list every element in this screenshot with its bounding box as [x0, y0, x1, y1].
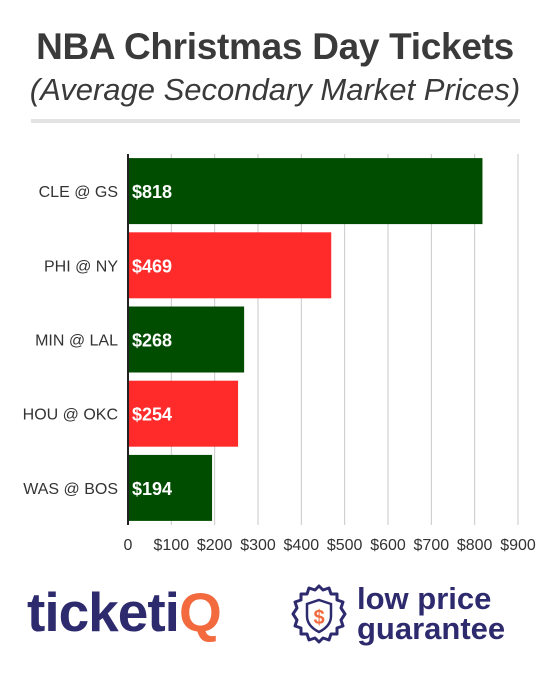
category-label: WAS @ BOS — [23, 481, 118, 498]
ticketiq-logo: ticketiQ — [27, 580, 222, 644]
bar-value-label: $194 — [132, 479, 172, 499]
x-tick-label: $600 — [370, 537, 406, 554]
bar — [128, 232, 332, 299]
bar — [128, 306, 245, 373]
x-tick-label: $500 — [327, 537, 363, 554]
bar — [128, 158, 483, 225]
chart-title: NBA Christmas Day Tickets — [36, 26, 514, 67]
bar-chart: CLE @ GS $818 PHI @ NY $469 MIN @ LAL $268 HOU… — [23, 154, 536, 554]
ticketiq-logo-q: Q — [178, 581, 222, 643]
bar-value-label: $818 — [132, 182, 172, 202]
category-label: PHI @ NY — [44, 258, 118, 275]
shield-dollar-icon: $ — [291, 584, 347, 644]
x-tick-label: $700 — [414, 537, 450, 554]
footer-logos: ticketiQ $ low price guarantee — [0, 570, 550, 650]
ticketiq-logo-text: ticketiQ — [27, 581, 222, 643]
x-tick-label: $300 — [240, 537, 276, 554]
bar-value-label: $254 — [132, 405, 172, 425]
badge-dollar-sign: $ — [313, 607, 324, 629]
x-tick-label: $100 — [154, 537, 190, 554]
bar — [128, 380, 239, 447]
bar-value-label: $268 — [132, 331, 172, 351]
category-label: HOU @ OKC — [23, 407, 118, 424]
bar — [128, 454, 213, 521]
category-label: CLE @ GS — [39, 184, 118, 201]
low-price-guarantee-text: low price guarantee — [357, 581, 506, 646]
category-label: MIN @ LAL — [35, 333, 118, 350]
title-divider — [31, 119, 520, 123]
chart-subtitle: (Average Secondary Market Prices) — [29, 72, 521, 107]
guarantee-line-1: low price — [357, 581, 492, 616]
guarantee-line-2: guarantee — [357, 611, 506, 646]
bar-value-label: $469 — [132, 256, 172, 276]
x-tick-label: $900 — [500, 537, 536, 554]
x-tick-label: 0 — [124, 537, 133, 554]
x-tick-label: $400 — [284, 537, 320, 554]
x-tick-label: $200 — [197, 537, 233, 554]
x-tick-label: $800 — [457, 537, 493, 554]
